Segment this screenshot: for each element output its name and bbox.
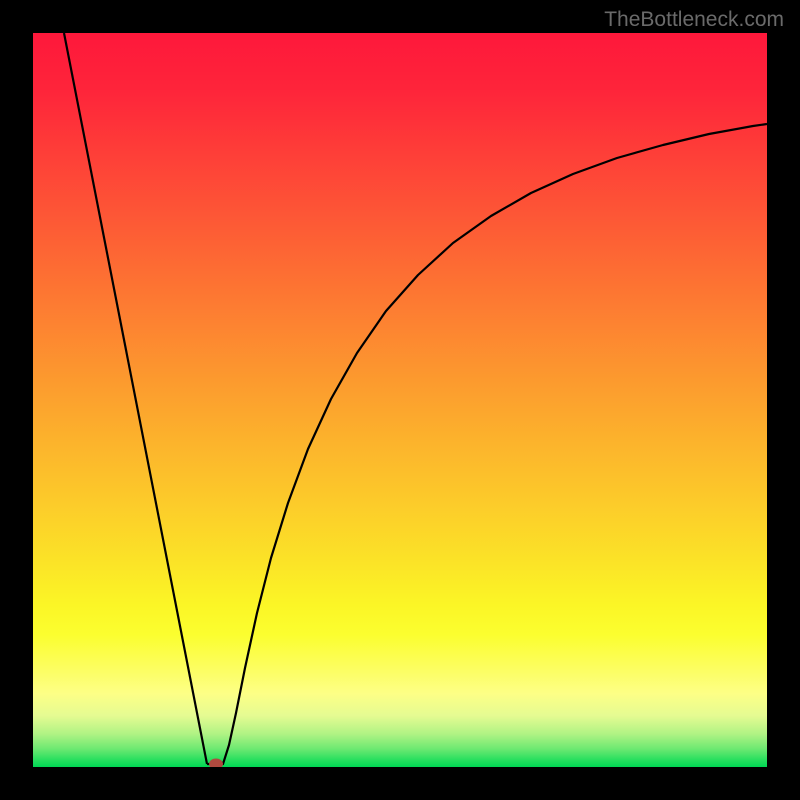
chart-background <box>33 33 767 767</box>
chart-plot-area <box>33 33 767 767</box>
watermark-text: TheBottleneck.com <box>604 8 784 32</box>
chart-svg <box>33 33 767 767</box>
